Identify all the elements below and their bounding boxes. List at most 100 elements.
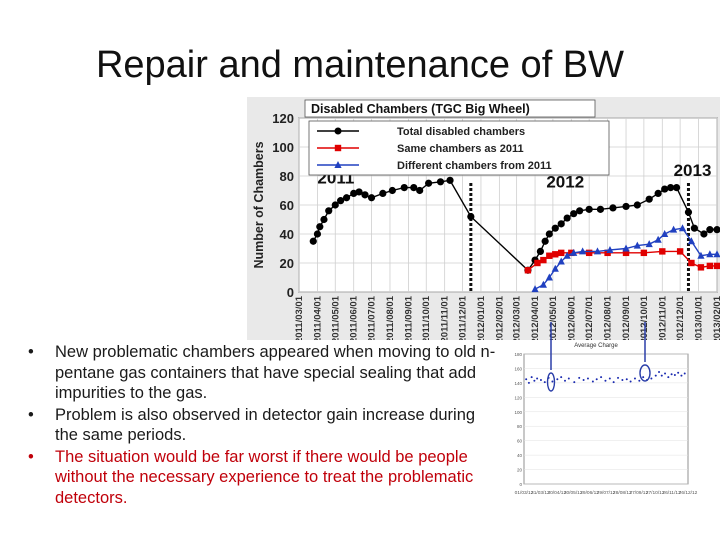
data-point — [536, 247, 545, 255]
x-tick-label: 2012/02/01 — [494, 295, 505, 340]
y-tick-label: 120 — [272, 111, 294, 126]
data-point — [697, 251, 705, 259]
data-point — [541, 237, 549, 245]
data-point — [688, 259, 695, 267]
data-point — [706, 262, 714, 270]
data-point — [379, 189, 387, 197]
bullet-item: • Problem is also observed in detector ga… — [28, 405, 498, 446]
data-point — [585, 249, 593, 257]
data-point — [645, 195, 653, 203]
data-point — [400, 184, 408, 192]
inset-x-tick-label: 29/06/12 — [580, 490, 599, 496]
x-tick-label: 2012/07/01 — [584, 295, 595, 340]
inset-data-point — [654, 374, 657, 377]
inset-chart-title: Average Charge — [574, 343, 618, 349]
inset-y-tick-label: 80 — [517, 424, 523, 429]
data-point — [676, 248, 684, 255]
data-point — [557, 220, 565, 228]
data-point — [697, 264, 705, 271]
data-point — [546, 252, 553, 259]
x-tick-label: 2011/10/01 — [421, 295, 432, 340]
inset-y-tick-label: 20 — [517, 468, 523, 473]
data-point — [706, 250, 714, 258]
series-line — [312, 179, 717, 272]
data-point — [713, 226, 720, 234]
slide-title: Repair and maintenance of BW — [95, 44, 625, 86]
bullet-text: Problem is also observed in detector gai… — [55, 405, 476, 445]
data-point — [316, 223, 324, 231]
data-point — [570, 248, 578, 256]
x-tick-label: 2012/09/01 — [621, 295, 632, 340]
data-point — [531, 285, 539, 293]
bullet-dot: • — [28, 405, 34, 424]
data-point — [645, 240, 653, 248]
inset-x-tick-label: 27/10/12 — [646, 490, 665, 496]
chart-title-box — [304, 99, 596, 118]
data-point — [563, 251, 571, 259]
chart-title: Disabled Chambers (TGC Big Wheel) — [311, 102, 530, 116]
data-point — [320, 215, 328, 224]
inset-data-point — [530, 376, 533, 379]
data-point — [633, 241, 641, 249]
inset-data-point — [567, 377, 570, 380]
data-point — [667, 184, 675, 192]
data-point — [337, 197, 345, 205]
data-point — [669, 225, 678, 233]
x-tick-label: 2011/09/01 — [403, 295, 414, 340]
inset-x-tick-label: 28/08/12 — [613, 490, 632, 496]
inset-data-point — [595, 378, 598, 381]
bullet-item: • The situation would be far worst if the… — [28, 447, 498, 509]
data-point — [713, 262, 720, 270]
data-point — [684, 208, 693, 216]
data-point — [654, 235, 662, 243]
inset-x-tick-label: 30/04/12 — [547, 490, 566, 496]
data-point — [568, 249, 575, 257]
data-point — [551, 264, 559, 272]
data-point — [534, 259, 541, 267]
data-point — [540, 256, 547, 264]
inset-x-tick-label: 01/03/12 — [515, 490, 534, 496]
inset-data-point — [560, 376, 563, 379]
data-point — [446, 176, 454, 184]
y-tick-label: 100 — [272, 140, 294, 155]
y-tick-label: 60 — [280, 198, 294, 213]
x-tick-label: 2011/08/01 — [385, 295, 396, 340]
inset-data-point — [658, 371, 661, 374]
inset-y-tick-label: 140 — [514, 381, 522, 386]
highlight-ellipse-left — [546, 372, 556, 392]
data-point — [436, 178, 445, 186]
data-point — [579, 247, 587, 255]
data-point — [563, 214, 571, 222]
bullet-item: • New problematic chambers appeared when … — [28, 342, 498, 404]
data-point — [367, 194, 376, 202]
data-point — [313, 230, 322, 238]
data-point — [552, 251, 559, 258]
data-point — [388, 186, 396, 195]
inset-data-point — [543, 381, 546, 384]
data-point — [309, 237, 317, 245]
data-point — [596, 205, 605, 213]
data-point — [706, 226, 714, 234]
inset-y-tick-label: 160 — [514, 366, 522, 371]
data-point — [609, 204, 617, 212]
x-tick-label: 2012/04/01 — [530, 295, 541, 340]
data-point — [690, 224, 699, 232]
data-point — [654, 189, 662, 197]
inset-data-point — [586, 377, 589, 380]
data-point — [672, 184, 681, 192]
x-tick-label: 2011/04/01 — [312, 295, 323, 340]
data-point — [355, 188, 363, 196]
legend-label: Same chambers as 2011 — [397, 143, 524, 155]
data-point — [700, 230, 708, 238]
inset-data-point — [573, 381, 576, 384]
legend-label: Different chambers from 2011 — [397, 160, 552, 172]
inset-x-tick-label: 27/09/12 — [629, 490, 648, 496]
inset-x-tick-label: 29/07/12 — [597, 490, 616, 496]
inset-data-point — [670, 373, 673, 376]
x-tick-label: 2012/08/01 — [603, 295, 614, 340]
bullet-dot: • — [28, 343, 34, 361]
inset-data-point — [629, 380, 632, 383]
inset-data-point — [612, 381, 615, 384]
x-tick-label: 2012/12/01 — [675, 295, 686, 340]
inset-data-point — [650, 377, 653, 380]
